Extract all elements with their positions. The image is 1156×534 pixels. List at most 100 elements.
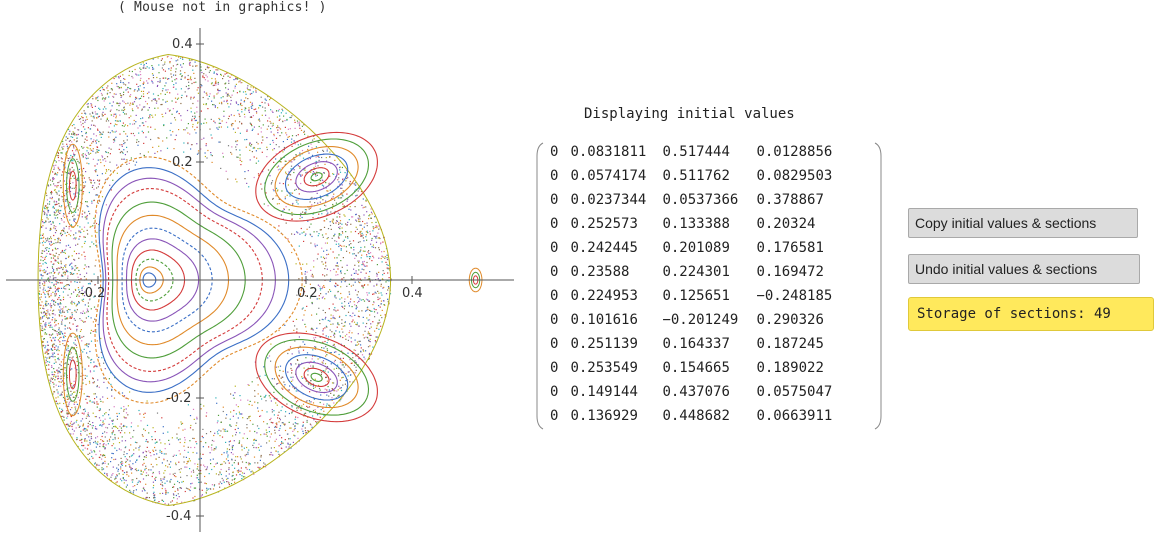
section-point [136, 483, 138, 485]
section-point [141, 108, 143, 110]
section-point [100, 337, 102, 340]
section-point [287, 128, 289, 130]
section-point [309, 233, 311, 235]
section-point [373, 301, 375, 303]
section-point [210, 83, 213, 85]
section-point [46, 304, 48, 306]
section-point [129, 489, 131, 491]
section-point [39, 285, 41, 287]
section-point [45, 326, 47, 328]
section-point [354, 230, 357, 233]
section-point [337, 274, 339, 276]
section-point [125, 113, 127, 115]
section-point [49, 336, 51, 339]
section-point [101, 458, 103, 460]
section-point [247, 399, 249, 401]
section-point [344, 273, 346, 275]
section-point [102, 111, 104, 113]
section-point [100, 92, 103, 95]
section-point [350, 278, 352, 280]
section-point [130, 467, 132, 469]
section-point [42, 237, 44, 239]
section-point [323, 226, 326, 228]
section-point [312, 213, 314, 215]
section-point [281, 422, 283, 424]
section-point [325, 335, 327, 337]
section-point [319, 285, 321, 287]
section-point [55, 375, 57, 377]
poincare-plot-svg[interactable]: -0.2 0.2 0.4 0.4 0.2 -0.2 -0.4 [0, 22, 520, 534]
section-point [57, 375, 59, 377]
section-point [342, 195, 344, 197]
section-point [207, 108, 209, 110]
section-point [197, 122, 199, 124]
section-point [60, 393, 62, 395]
section-point [285, 446, 287, 448]
section-point [72, 238, 75, 240]
section-point [119, 425, 121, 428]
section-point [113, 93, 115, 95]
section-point [59, 149, 61, 151]
section-point [206, 92, 208, 94]
section-point [364, 265, 366, 267]
section-point [319, 416, 321, 418]
section-point [367, 284, 369, 286]
section-point [280, 409, 282, 412]
section-point [63, 419, 65, 421]
section-point [373, 293, 375, 295]
section-point [59, 187, 62, 189]
section-point [348, 208, 350, 210]
section-point [379, 321, 381, 323]
section-point [170, 69, 172, 71]
section-point [69, 296, 71, 298]
section-point [215, 69, 217, 71]
section-point [374, 330, 376, 332]
section-point [110, 479, 112, 482]
section-point [182, 63, 184, 65]
section-point [143, 64, 145, 66]
section-point [42, 270, 44, 272]
section-point [160, 483, 162, 485]
section-point [54, 217, 56, 219]
section-point [302, 211, 304, 213]
section-point [67, 284, 69, 286]
section-point [108, 409, 110, 411]
poincare-section-plot[interactable]: -0.2 0.2 0.4 0.4 0.2 -0.2 -0.4 [0, 22, 520, 534]
section-point [93, 393, 95, 395]
section-point [178, 56, 180, 58]
section-point [214, 122, 216, 124]
section-point [87, 311, 89, 313]
section-point [238, 470, 240, 472]
section-point [357, 273, 359, 275]
section-point [76, 438, 78, 440]
section-point [257, 160, 260, 162]
section-point [150, 455, 152, 457]
section-point [128, 117, 130, 119]
section-point [213, 71, 215, 73]
section-point [194, 77, 196, 79]
section-point [85, 171, 87, 173]
section-point [296, 359, 298, 361]
section-point [54, 321, 56, 324]
section-point [123, 453, 125, 456]
section-point [262, 171, 264, 173]
section-point [349, 206, 351, 208]
section-point [39, 307, 41, 309]
section-point [99, 90, 101, 92]
section-point [82, 310, 84, 312]
section-point [330, 317, 332, 320]
section-point [113, 406, 115, 408]
section-point [88, 210, 90, 212]
section-point [341, 372, 343, 374]
section-point [285, 222, 287, 224]
section-point [62, 267, 64, 269]
section-point [62, 415, 64, 417]
section-point [132, 123, 134, 125]
section-point [367, 308, 369, 310]
section-point [321, 287, 323, 290]
section-point [356, 294, 358, 296]
section-point [363, 260, 365, 263]
section-point [48, 241, 50, 243]
section-point [69, 424, 71, 426]
section-point [230, 425, 232, 427]
